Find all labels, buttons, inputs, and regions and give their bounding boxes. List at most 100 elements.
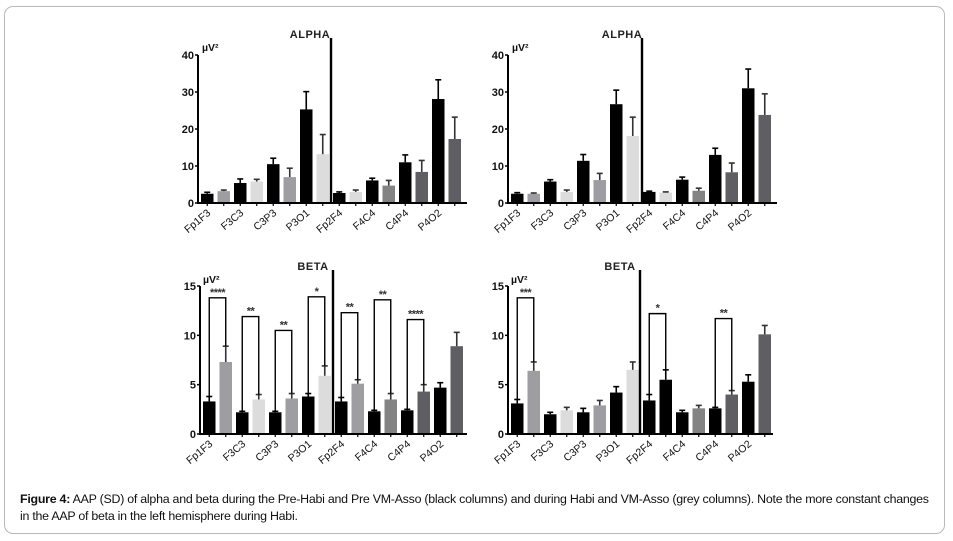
x-tick-label: C4P4 (383, 207, 411, 233)
x-tick-label: Fp2F4 (316, 438, 347, 467)
significance-bracket (274, 329, 293, 412)
bar-fp2f4-during (349, 191, 362, 203)
significance-label: * (315, 286, 320, 298)
y-tick-label: 40 (492, 50, 504, 62)
x-tick-label: P4O2 (416, 207, 444, 234)
bar-f4c4-pre (368, 411, 381, 434)
x-tick-label: C3P3 (561, 207, 589, 233)
x-tick-label: F4C4 (351, 207, 379, 233)
bar-f3c3-pre (234, 183, 247, 203)
y-unit-label: µV² (512, 42, 529, 54)
bar-p4o2-during (450, 346, 463, 434)
x-tick-label: C4P4 (385, 438, 413, 464)
figure-caption: Figure 4: AAP (SD) of alpha and beta dur… (20, 491, 935, 525)
bar-c4p4-pre (709, 408, 722, 434)
bar-f4c4-during (382, 185, 395, 203)
bar-fp1f3-pre (511, 403, 524, 434)
x-tick-label: P4O2 (418, 438, 446, 465)
y-unit-label: µV² (202, 42, 219, 54)
y-tick-label: 5 (190, 380, 196, 392)
bar-fp1f3-pre (511, 193, 524, 203)
bar-f3c3-during (560, 410, 573, 434)
x-tick-label: Fp2F4 (624, 207, 655, 236)
bar-f3c3-during (560, 191, 573, 203)
x-tick-label: F3C3 (219, 207, 247, 233)
bar-p4o2-pre (434, 387, 447, 434)
x-tick-label: C4P4 (693, 207, 721, 233)
x-tick-label: C3P3 (251, 207, 279, 233)
chart-title: ALPHA (290, 29, 330, 41)
bar-p4o2-during (758, 334, 771, 434)
bar-c4p4-pre (709, 154, 722, 203)
bar-c3p3-during (593, 405, 606, 434)
x-tick-label: F3C3 (529, 438, 557, 464)
caption-text: AAP (SD) of alpha and beta during the Pr… (20, 492, 929, 523)
bar-c4p4-pre (401, 410, 414, 434)
x-tick-label: F3C3 (221, 438, 249, 464)
y-tick-label: 10 (492, 161, 504, 173)
chart-title: BETA (297, 261, 328, 273)
y-tick-label: 15 (184, 281, 196, 293)
bar-f4c4-during (384, 399, 397, 434)
significance-bracket (340, 311, 359, 398)
bar-fp1f3-during (527, 370, 540, 434)
bar-fp2f4-pre (643, 191, 656, 203)
x-tick-label: Fp1F3 (184, 438, 215, 467)
y-tick-label: 30 (492, 87, 504, 99)
bar-c3p3-during (283, 177, 296, 203)
bar-p3o1-during (316, 154, 329, 203)
bar-p3o1-pre (610, 104, 623, 203)
bar-fp2f4-during (659, 192, 672, 203)
bar-p3o1-during (626, 369, 639, 434)
chart-title: BETA (604, 261, 635, 273)
significance-label: ** (346, 302, 355, 314)
significance-bracket (406, 318, 425, 410)
bar-p4o2-during (448, 138, 461, 203)
x-tick-label: Fp1F3 (182, 207, 213, 236)
x-tick-label: P3O1 (594, 438, 622, 465)
y-tick-label: 20 (492, 124, 504, 136)
x-tick-label: F4C4 (661, 438, 689, 464)
significance-bracket (241, 315, 260, 412)
bar-f3c3-during (250, 181, 263, 203)
y-tick-label: 0 (188, 198, 194, 210)
alpha-right-chart: ALPHA µV² 0 10 20 30 40 Fp1F3 F3C3 C3P3 P3O1 Fp2F4 F… (492, 29, 777, 236)
x-tick-label: C3P3 (253, 438, 281, 464)
x-tick-label: C3P3 (561, 438, 589, 464)
bar-p3o1-during (626, 136, 639, 203)
x-tick-label: F3C3 (529, 207, 557, 233)
bar-f3c3-pre (544, 414, 557, 434)
bar-p4o2-during (758, 114, 771, 203)
bar-c3p3-during (593, 180, 606, 203)
significance-label: ** (280, 319, 289, 331)
bar-c4p4-during (415, 171, 428, 203)
y-tick-label: 10 (184, 330, 196, 342)
significance-label: * (656, 303, 661, 315)
bar-fp1f3-pre (203, 401, 216, 434)
bar-p3o1-pre (302, 396, 315, 434)
y-tick-label: 0 (498, 429, 504, 441)
x-tick-label: P3O1 (284, 207, 312, 234)
bar-c3p3-pre (577, 160, 590, 203)
bar-f4c4-pre (366, 180, 379, 203)
y-tick-label: 5 (498, 380, 504, 392)
bar-c3p3-pre (267, 164, 280, 203)
bar-fp2f4-pre (333, 193, 346, 203)
bar-fp2f4-pre (335, 401, 348, 434)
caption-label: Figure 4: (20, 492, 71, 506)
bar-fp1f3-during (217, 191, 230, 203)
y-tick-label: 0 (190, 429, 196, 441)
bar-c4p4-pre (399, 162, 412, 203)
x-tick-label: Fp1F3 (492, 207, 523, 236)
bar-fp2f4-pre (643, 400, 656, 434)
y-tick-label: 40 (182, 50, 194, 62)
x-tick-label: F4C4 (353, 438, 381, 464)
bar-f4c4-pre (676, 412, 689, 434)
bar-p3o1-during (318, 375, 331, 434)
bar-c3p3-pre (577, 412, 590, 434)
x-tick-label: P4O2 (726, 438, 754, 465)
significance-label: *** (520, 287, 533, 299)
y-tick-label: 10 (492, 330, 504, 342)
bar-fp1f3-during (527, 193, 540, 203)
